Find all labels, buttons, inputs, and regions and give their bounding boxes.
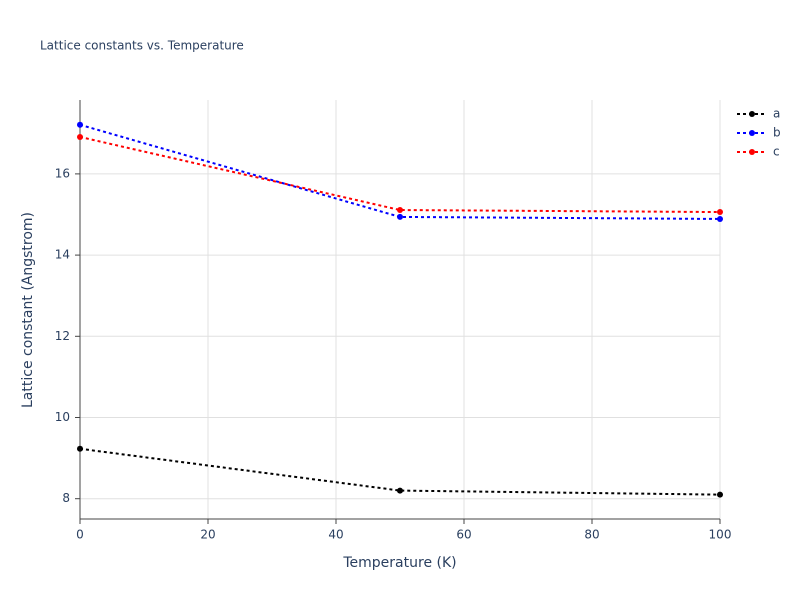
series-line — [79, 447, 721, 496]
x-tick-label: 40 — [328, 528, 343, 542]
legend-label: a — [773, 107, 780, 121]
x-tick-label: 100 — [709, 528, 732, 542]
series-line — [79, 123, 721, 220]
point — [77, 445, 83, 452]
y-tick-label: 16 — [55, 166, 70, 180]
x-axis-title: Temperature (K) — [342, 555, 456, 571]
point — [717, 209, 723, 216]
legend-marker — [749, 130, 755, 136]
point — [397, 487, 403, 494]
y-tick-label: 10 — [55, 410, 70, 424]
point — [717, 491, 723, 498]
x-tick-label: 0 — [76, 528, 84, 542]
y-tick-label: 8 — [62, 491, 70, 505]
legend-marker — [749, 111, 755, 117]
point — [77, 121, 83, 128]
y-tick-label: 14 — [55, 248, 70, 262]
legend-label: c — [773, 145, 780, 159]
chart-title: Lattice constants vs. Temperature — [40, 39, 244, 53]
x-tick-label: 60 — [456, 528, 471, 542]
series-line — [79, 135, 721, 214]
x-tick-label: 80 — [584, 528, 599, 542]
legend-label: b — [773, 126, 781, 140]
legend-marker — [749, 149, 755, 155]
point — [77, 133, 83, 140]
point — [717, 215, 723, 222]
point — [397, 213, 403, 220]
y-tick-label: 12 — [55, 329, 70, 343]
y-axis-title: Lattice constant (Angstrom) — [20, 212, 36, 408]
x-tick-label: 20 — [200, 528, 215, 542]
point — [397, 207, 403, 214]
